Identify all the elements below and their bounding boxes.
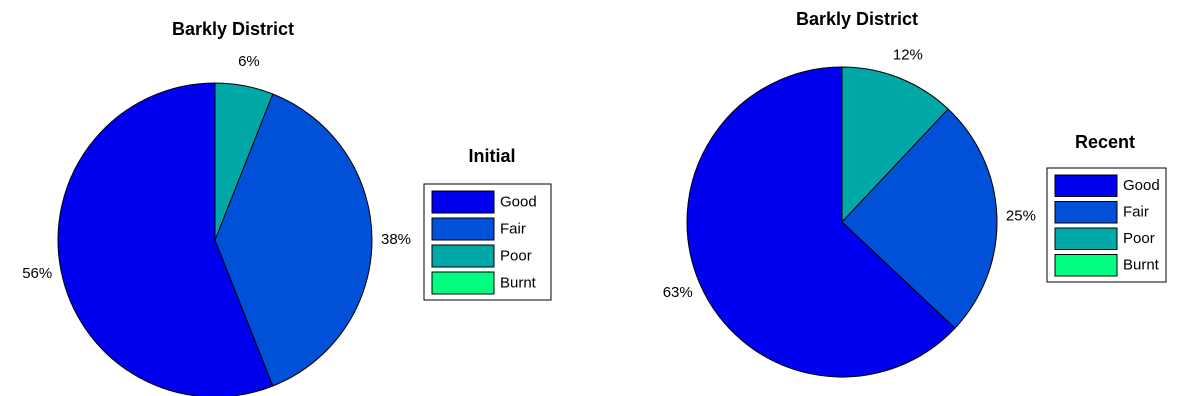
legend-label: Good <box>500 193 537 210</box>
legend-swatch <box>1054 174 1118 197</box>
data-label: 25% <box>1006 207 1036 224</box>
chart-title: Barkly District <box>172 19 294 39</box>
legend-title: Initial <box>468 146 515 166</box>
legend-swatch <box>1054 254 1118 277</box>
pie-slice <box>214 82 274 241</box>
pie-slice <box>841 108 998 329</box>
pie-slice <box>686 66 956 378</box>
legend-label: Burnt <box>1123 257 1160 274</box>
legend-swatch <box>431 271 495 295</box>
data-label: 38% <box>381 231 411 248</box>
data-label: 56% <box>22 265 52 282</box>
pie-slice <box>214 93 373 387</box>
legend-label: Poor <box>500 247 532 264</box>
legend-swatch <box>431 217 495 241</box>
legend-swatch <box>1054 227 1118 250</box>
legend-label: Poor <box>1123 230 1155 247</box>
legend-label: Burnt <box>500 274 537 291</box>
legend-swatch <box>1054 201 1118 224</box>
legend-label: Good <box>1123 177 1160 194</box>
legend-title: Recent <box>1075 132 1135 152</box>
pie-slice <box>841 66 949 224</box>
legend-label: Fair <box>500 220 526 237</box>
legend-swatch <box>431 244 495 268</box>
data-label: 63% <box>663 284 693 301</box>
chart-title: Barkly District <box>796 9 918 29</box>
data-label: 6% <box>238 53 260 70</box>
data-label: 12% <box>893 47 923 64</box>
legend-label: Fair <box>1123 204 1149 221</box>
legend-swatch <box>431 190 495 214</box>
